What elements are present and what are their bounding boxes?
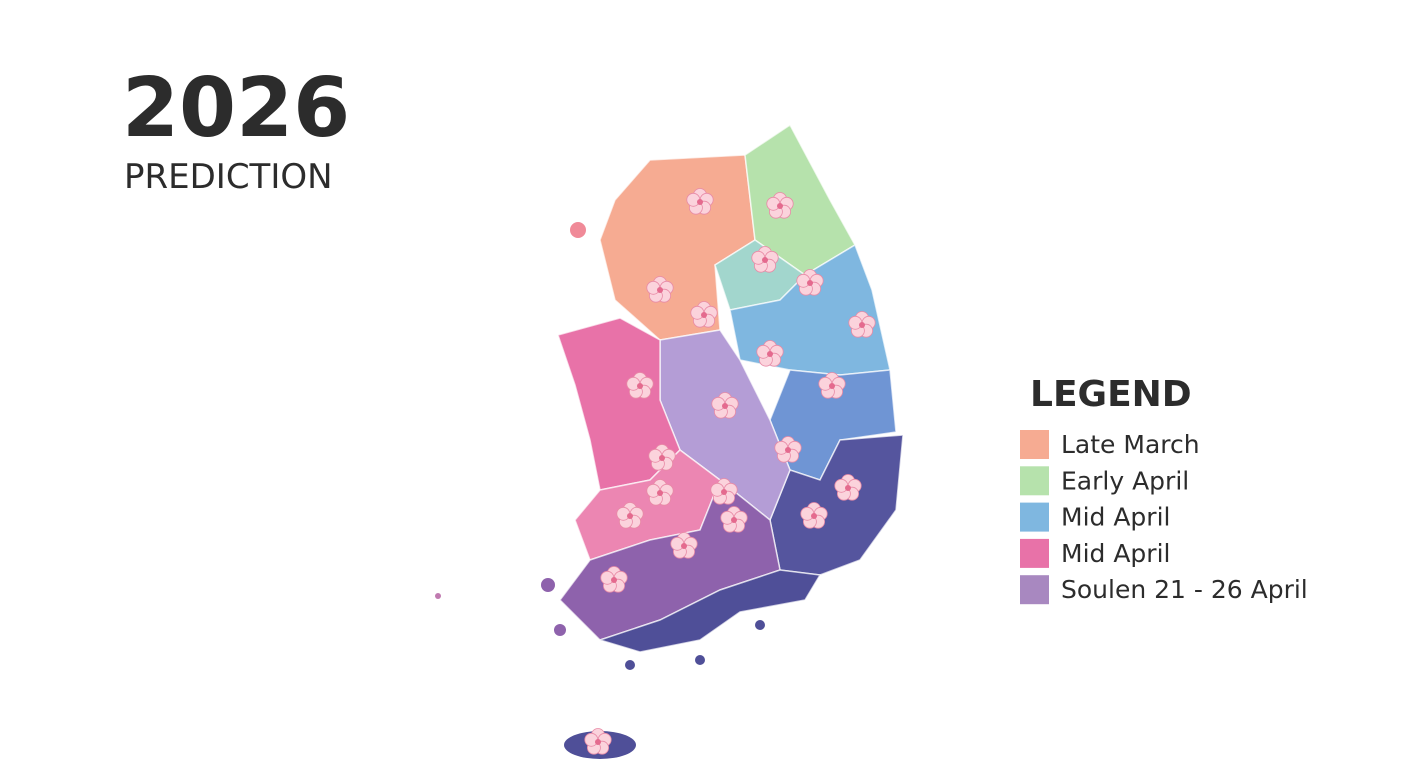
blossom-icon xyxy=(686,188,714,215)
blossom-icon xyxy=(616,502,644,529)
blossom-center xyxy=(845,485,851,491)
petal xyxy=(626,376,641,391)
island xyxy=(755,620,765,630)
legend-swatch xyxy=(1020,430,1049,459)
petal xyxy=(711,396,726,411)
subtitle: PREDICTION xyxy=(124,157,333,197)
petal xyxy=(686,192,701,207)
blossom-icon xyxy=(648,444,676,471)
blossom-center xyxy=(627,513,633,519)
legend-swatch xyxy=(1020,575,1049,605)
blossom-icon xyxy=(670,532,698,559)
petal xyxy=(690,305,705,320)
blossom-center xyxy=(807,280,813,286)
blossom-center xyxy=(657,287,663,293)
blossom-icon xyxy=(818,372,846,399)
petal xyxy=(796,273,811,288)
blossom-center xyxy=(611,577,617,583)
blossom-center xyxy=(697,199,703,205)
blossom-center xyxy=(731,517,737,523)
petal xyxy=(720,510,735,525)
island xyxy=(435,593,441,599)
legend-label: Early April xyxy=(1061,466,1189,495)
blossom-center xyxy=(811,513,817,519)
blossom-icon xyxy=(796,269,824,296)
blossom-center xyxy=(721,489,727,495)
blossom-icon xyxy=(711,392,739,419)
blossom-icon xyxy=(600,566,628,593)
petal xyxy=(670,536,685,551)
legend-swatch xyxy=(1020,466,1049,496)
legend-label: Late March xyxy=(1061,430,1200,459)
blossom-center xyxy=(659,455,665,461)
legend-swatch xyxy=(1020,538,1049,568)
island xyxy=(541,578,555,592)
petal xyxy=(710,482,725,497)
blossom-center xyxy=(859,322,865,328)
blossom-icon xyxy=(774,436,802,463)
blossom-center xyxy=(767,351,773,357)
blossom-icon xyxy=(766,192,794,219)
petal xyxy=(774,440,789,455)
blossom-icon xyxy=(751,246,779,273)
petal xyxy=(834,478,849,493)
blossom-icon xyxy=(848,311,876,338)
blossom-center xyxy=(762,257,768,263)
blossom-icon xyxy=(800,502,828,529)
blossom-center xyxy=(637,383,643,389)
petal xyxy=(751,250,766,265)
blossom-icon xyxy=(710,478,738,505)
petal xyxy=(766,196,781,211)
petal xyxy=(756,344,771,359)
blossom-icon xyxy=(720,506,748,533)
island xyxy=(695,655,705,665)
petal xyxy=(600,570,615,585)
blossom-center xyxy=(785,447,791,453)
blossom-center xyxy=(722,403,728,409)
map xyxy=(435,123,904,759)
blossom-icon xyxy=(756,340,784,367)
legend-label: Soulen 21 - 26 April xyxy=(1061,575,1308,604)
petal xyxy=(584,732,599,747)
blossom-icon xyxy=(690,301,718,328)
island xyxy=(625,660,635,670)
legend-label: Mid April xyxy=(1061,539,1170,568)
legend-title: LEGEND xyxy=(1030,374,1192,415)
blossom-icon xyxy=(584,728,612,755)
blossom-icon xyxy=(834,474,862,501)
blossom-icon xyxy=(646,276,674,303)
petal xyxy=(646,280,661,295)
island xyxy=(570,222,586,238)
blossom-center xyxy=(777,203,783,209)
legend-label: Mid April xyxy=(1061,503,1170,532)
blossom-center xyxy=(701,312,707,318)
title: 2026 xyxy=(122,61,350,156)
petal xyxy=(648,448,663,463)
petal xyxy=(818,376,833,391)
blossom-center xyxy=(657,490,663,496)
island xyxy=(554,624,566,636)
legend-swatch xyxy=(1020,502,1049,532)
blossom-icon xyxy=(626,372,654,399)
petal xyxy=(646,483,661,498)
region xyxy=(597,569,822,653)
blossom-center xyxy=(595,739,601,745)
petal xyxy=(848,315,863,330)
blossom-center xyxy=(829,383,835,389)
petal xyxy=(800,506,815,521)
blossom-icon xyxy=(646,479,674,506)
petal xyxy=(616,506,631,521)
blossom-center xyxy=(681,543,687,549)
